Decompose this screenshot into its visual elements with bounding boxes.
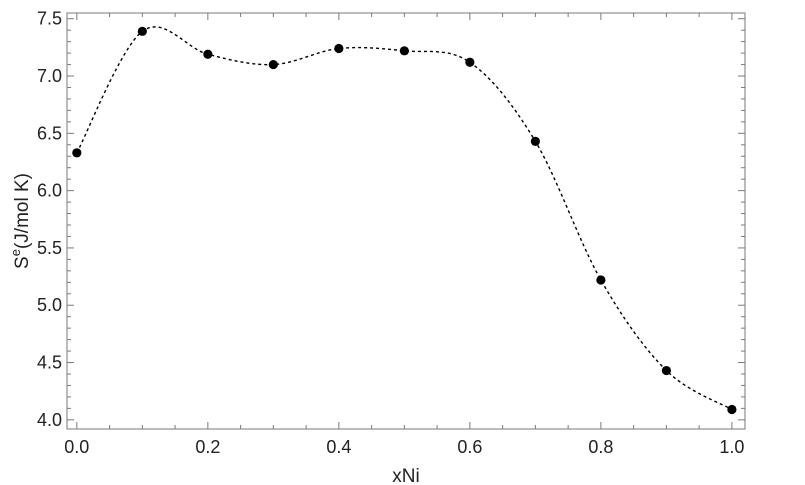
x-tick-label: 0.6 xyxy=(457,437,482,457)
x-tick-label: 0.2 xyxy=(195,437,220,457)
y-axis-label-superscript: e xyxy=(8,249,23,256)
y-tick-label: 6.5 xyxy=(37,123,62,143)
y-axis-label: Se(J/mol K) xyxy=(8,173,33,269)
data-point xyxy=(661,365,671,376)
x-tick-label: 0.0 xyxy=(64,437,89,457)
y-tick-label: 7.0 xyxy=(37,66,62,86)
y-tick-label: 5.5 xyxy=(37,238,62,258)
plot-frame xyxy=(66,12,746,430)
tick-marks xyxy=(67,13,745,429)
y-tick-label: 4.0 xyxy=(37,410,62,430)
x-tick-label: 0.4 xyxy=(326,437,351,457)
data-point xyxy=(268,59,278,70)
y-tick-label: 5.0 xyxy=(37,295,62,315)
data-point xyxy=(72,148,82,158)
y-tick-label: 7.5 xyxy=(37,9,62,29)
data-point xyxy=(399,46,409,56)
data-point xyxy=(334,43,344,54)
data-point xyxy=(203,49,213,59)
x-tick-label: 1.0 xyxy=(719,437,744,457)
x-tick-label: 0.8 xyxy=(588,437,613,457)
x-axis-label: xNi xyxy=(392,466,419,485)
y-tick-label: 4.5 xyxy=(37,353,62,373)
data-point xyxy=(137,26,147,36)
data-point xyxy=(596,275,606,285)
y-axis-label-rest: (J/mol K) xyxy=(12,173,33,249)
plot-frame-group xyxy=(66,12,746,430)
y-tick-labels: 4.0 4.5 5.0 5.5 6.0 6.5 7.0 7.5 xyxy=(37,9,62,430)
data-points xyxy=(72,26,737,415)
data-point xyxy=(530,136,540,146)
y-axis-label-base: S xyxy=(12,256,33,269)
y-tick-label: 6.0 xyxy=(37,181,62,201)
x-tick-labels: 0.0 0.2 0.4 0.6 0.8 1.0 xyxy=(64,437,744,457)
data-point xyxy=(465,57,475,67)
data-point xyxy=(727,404,737,415)
series-curve xyxy=(76,26,733,411)
